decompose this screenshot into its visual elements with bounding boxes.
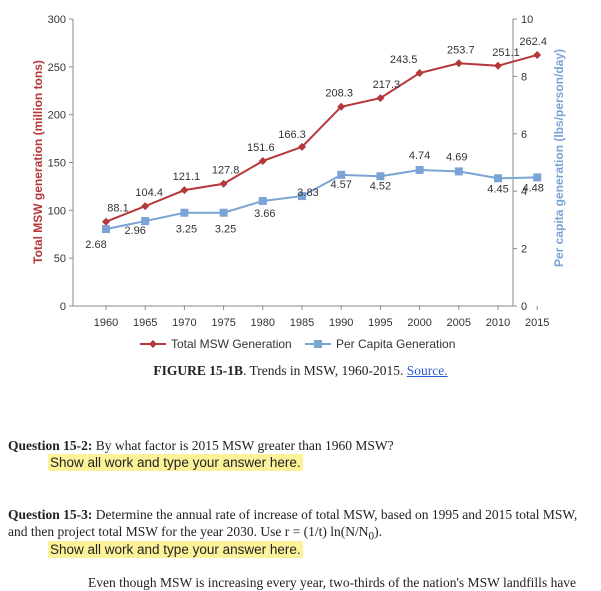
per-capita-data-label: 4.57 [330,179,351,191]
y-axis-title: Total MSW generation (million tons) [31,60,45,264]
legend-marker-total [149,340,157,348]
question-15-2: Question 15-2: By what factor is 2015 MS… [8,437,593,454]
answer-field-15-2[interactable]: Show all work and type your answer here. [48,454,303,471]
y-tick-label: 100 [48,205,66,217]
per-capita-point [415,165,424,174]
y2-tick-label: 6 [521,129,527,141]
y-tick-label: 300 [48,14,66,26]
legend-label-per-capita: Per Capita Generation [336,337,455,351]
y2-tick-label: 4 [521,186,527,198]
x-tick-label: 2005 [447,317,471,329]
per-capita-data-label: 4.48 [522,182,543,194]
x-tick-label: 1970 [172,317,196,329]
per-capita-data-label: 4.69 [446,151,467,163]
per-capita-data-label: 2.68 [85,239,106,251]
total-msw-point [494,61,502,70]
legend-label-total: Total MSW Generation [171,337,292,351]
total-msw-point [533,50,542,59]
x-tick-label: 1985 [290,317,314,329]
total-msw-point [415,69,424,78]
total-msw-point [454,59,463,68]
series-line-2 [105,168,538,231]
per-capita-point [180,208,189,217]
total-msw-data-label: 88.1 [107,203,128,215]
y-tick-label: 200 [48,110,66,122]
per-capita-data-label: 3.66 [254,208,275,220]
question-15-3: Question 15-3: Determine the annual rate… [8,506,593,546]
x-tick-label: 2010 [486,317,510,329]
x-tick-label: 1990 [329,317,353,329]
x-tick-label: 1960 [94,317,118,329]
y-tick-label: 250 [48,62,66,74]
per-capita-point [298,192,306,201]
per-capita-data-label: 3.83 [297,187,318,199]
cutoff-paragraph: Even though MSW is increasing every year… [88,575,577,590]
y2-tick-label: 0 [521,301,527,313]
per-capita-data-label: 3.25 [215,224,236,236]
question-number: Question 15-3: [8,507,93,522]
question-number: Question 15-2: [8,438,93,453]
total-msw-point [102,217,110,226]
figure-caption-text: . Trends in MSW, 1960-2015. [242,363,407,378]
x-tick-label: 2000 [407,317,431,329]
total-msw-point [141,202,150,211]
total-msw-point [298,142,306,151]
total-msw-data-label: 251.1 [492,47,520,59]
total-msw-data-label: 104.4 [135,187,163,199]
total-msw-data-label: 208.3 [325,88,353,100]
x-tick-label: 1975 [211,317,235,329]
source-link[interactable]: Source. [406,363,448,378]
total-msw-point [376,94,385,103]
total-msw-data-label: 166.3 [278,129,306,141]
per-capita-point [494,174,502,183]
per-capita-point [141,217,150,226]
series-line-1 [105,54,538,223]
total-msw-data-label: 121.1 [173,171,201,183]
total-msw-data-label: 243.5 [390,54,418,66]
total-msw-point [337,102,346,111]
y-tick-label: 0 [60,301,66,313]
total-msw-point [219,179,228,188]
per-capita-data-label: 2.96 [124,225,145,237]
y-tick-label: 50 [54,253,66,265]
y2-axis-title: Per capita generation (lbs/person/day) [552,49,566,267]
msw-trend-chart: 0 50 100 150 200 250 300 0 2 4 6 8 10 1960 1965 1970 197… [31,14,566,351]
x-tick-label: 1980 [251,317,275,329]
question-text: Determine the annual rate of increase of… [8,507,578,539]
total-msw-point [258,156,267,165]
y2-tick-label: 2 [521,244,527,256]
total-msw-data-label: 262.4 [519,36,547,48]
per-capita-data-label: 4.74 [409,150,430,162]
legend-marker-per-capita [314,340,322,348]
figure-caption: FIGURE 15-1B. Trends in MSW, 1960-2015. … [0,363,601,379]
x-tick-label: 2015 [525,317,549,329]
per-capita-point [102,225,110,234]
answer-field-15-3[interactable]: Show all work and type your answer here. [48,541,303,558]
total-msw-data-label: 151.6 [247,142,275,154]
per-capita-data-label: 3.25 [176,224,197,236]
figure-number: FIGURE 15-1B [153,363,243,378]
total-msw-point [180,186,189,195]
per-capita-point [376,172,385,181]
per-capita-point [454,167,463,176]
per-capita-point [533,173,542,182]
y-tick-label: 150 [48,158,66,170]
per-capita-data-label: 4.52 [370,180,391,192]
per-capita-point [337,170,346,179]
total-msw-data-label: 217.3 [373,79,401,91]
y2-tick-label: 10 [521,14,533,26]
question-text: By what factor is 2015 MSW greater than … [92,438,394,453]
y2-tick-label: 8 [521,71,527,83]
x-tick-label: 1995 [368,317,392,329]
x-tick-label: 1965 [133,317,157,329]
subscript: 0 [368,530,375,543]
question-text-end: ). [374,524,383,539]
total-msw-data-label: 253.7 [447,44,475,56]
total-msw-data-label: 127.8 [212,165,240,177]
per-capita-point [258,196,267,205]
per-capita-point [219,208,228,217]
per-capita-data-label: 4.45 [487,183,508,195]
